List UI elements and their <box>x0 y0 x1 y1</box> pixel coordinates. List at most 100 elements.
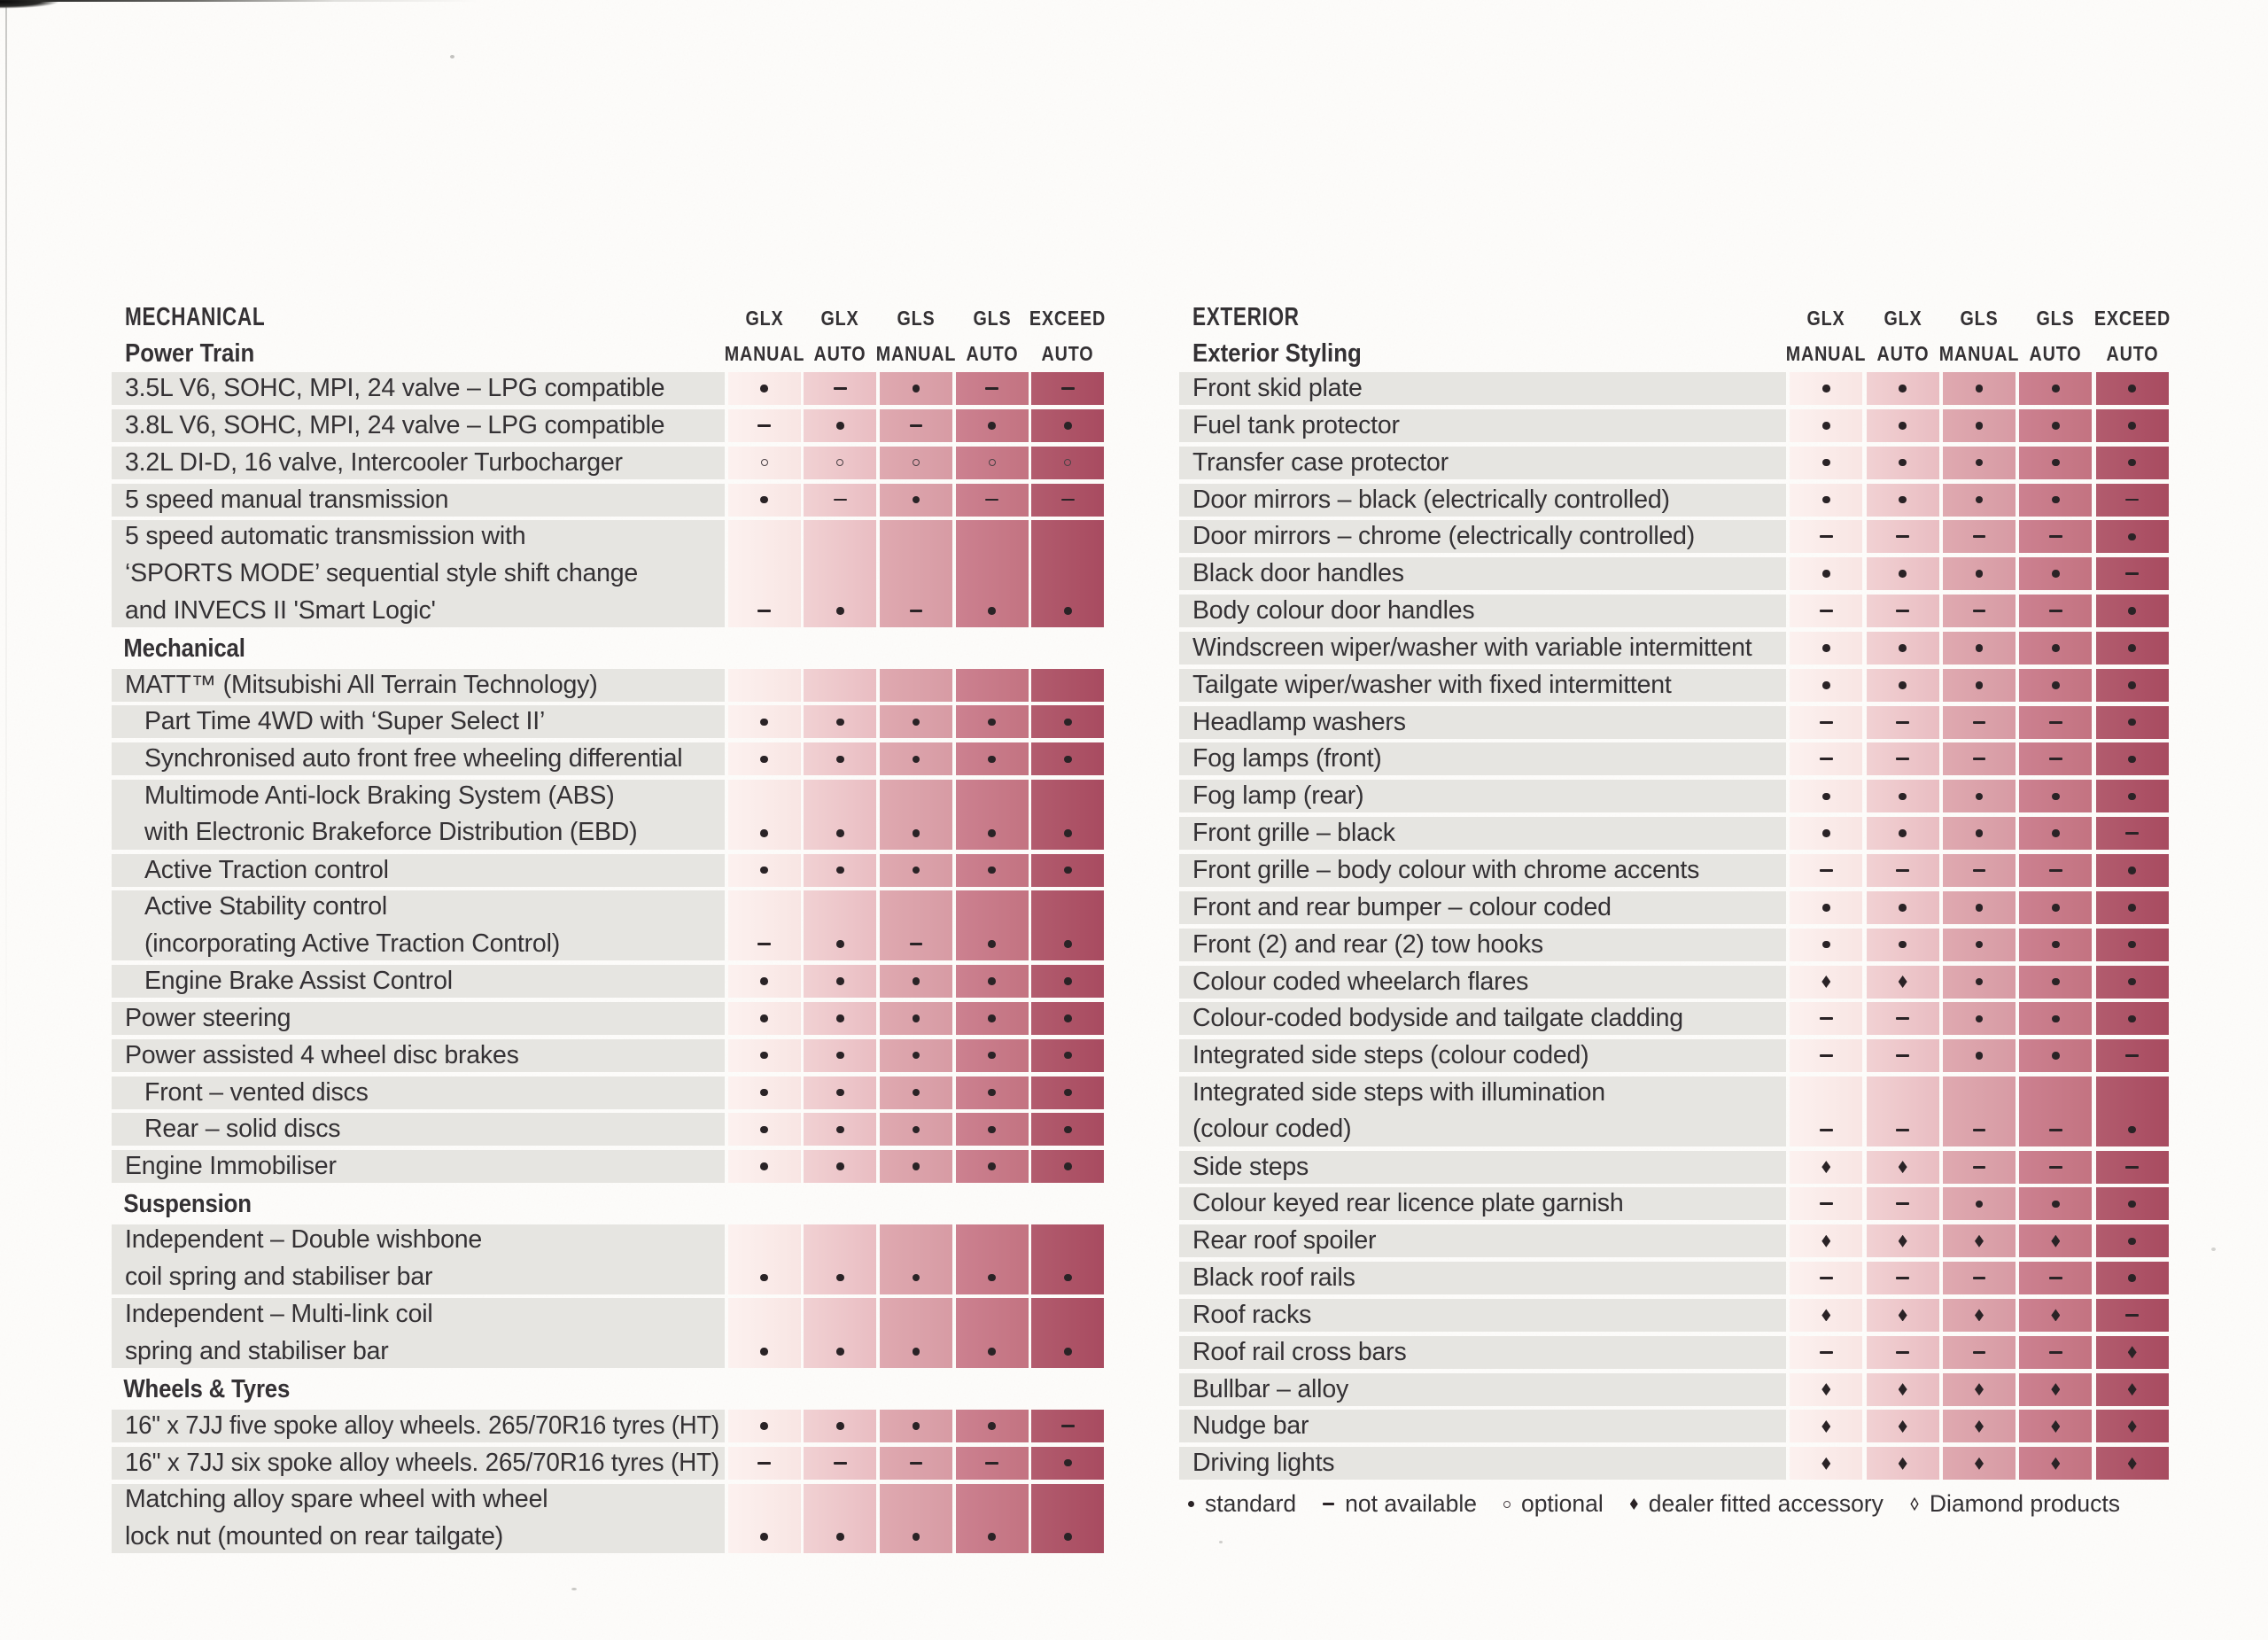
open-diamond-icon <box>1910 1497 1919 1511</box>
standard-dot-icon <box>912 385 920 393</box>
cell-glx-auto <box>1866 372 1939 405</box>
not-available-dash-icon <box>1820 1202 1833 1206</box>
not-available-dash-icon <box>1896 1017 1909 1021</box>
dealer-accessory-diamond-icon <box>1821 1383 1831 1396</box>
optional-circle-icon <box>912 459 920 467</box>
standard-dot-icon <box>988 1051 996 1060</box>
row-label-line: Tailgate wiper/washer with fixed intermi… <box>1192 669 1786 702</box>
table-row: Front and rear bumper – colour coded <box>1179 890 2169 924</box>
cell-exceed-auto <box>2095 631 2169 665</box>
table-row: Fog lamp (rear) <box>1179 780 2169 813</box>
row-label: 3.5L V6, SOHC, MPI, 24 valve – LPG compa… <box>112 372 725 405</box>
symbol-slot <box>988 742 996 775</box>
symbol-slot <box>760 817 768 850</box>
symbol-slot <box>912 1039 920 1072</box>
standard-dot-icon <box>1064 1125 1072 1134</box>
column-header-line1: GLS <box>897 306 936 330</box>
cell-gls-manual <box>1942 520 2016 554</box>
cell-glx-auto <box>1866 1262 1939 1295</box>
symbol-slot <box>1899 669 1907 702</box>
standard-dot-icon <box>2052 940 2060 949</box>
row-cells <box>725 890 1105 961</box>
cell-glx-manual <box>1790 1039 1863 1073</box>
table-row: 3.8L V6, SOHC, MPI, 24 valve – LPG compa… <box>112 408 1105 442</box>
cell-exceed-auto <box>1031 1113 1105 1146</box>
optional-circle-icon <box>988 459 996 467</box>
symbol-slot <box>1898 1373 1907 1406</box>
symbol-slot <box>1972 1262 1986 1294</box>
standard-dot-icon <box>988 755 996 763</box>
legend: standard not available optional dealer fitt… <box>1188 1490 2147 1518</box>
symbol-slot <box>1975 632 1984 665</box>
standard-dot-icon <box>2128 458 2136 467</box>
column-header-line1: GLS <box>2036 306 2075 330</box>
cell-gls-auto <box>955 1224 1029 1294</box>
symbol-slot <box>836 965 844 998</box>
standard-dot-icon <box>760 1533 768 1541</box>
standard-dot-icon <box>1822 792 1830 801</box>
row-cells <box>1786 1298 2169 1332</box>
table-row: Multimode Anti-lock Braking System (ABS)… <box>112 780 1105 850</box>
standard-dot-icon <box>760 495 768 504</box>
symbol-slot <box>2127 1410 2137 1442</box>
row-label-text: spring and stabiliser bar <box>125 1336 389 1365</box>
cell-exceed-auto <box>1031 742 1105 776</box>
symbol-slot <box>2125 1299 2139 1332</box>
cell-gls-auto <box>2019 1262 2093 1295</box>
row-label-line: Roof rail cross bars <box>1192 1336 1786 1369</box>
cell-glx-auto <box>1866 1447 1939 1481</box>
table-row: Roof racks <box>1179 1298 2169 1332</box>
symbol-slot <box>1972 742 1986 775</box>
symbol-slot <box>1064 1335 1072 1368</box>
standard-dot-icon <box>836 1014 844 1022</box>
symbol-slot <box>1975 372 1984 405</box>
row-cells <box>1786 965 2169 999</box>
row-label: Independent – Multi-link coil spring and … <box>112 1298 725 1369</box>
not-available-dash-icon <box>1896 1350 1909 1354</box>
symbol-slot <box>1822 409 1830 442</box>
row-label-line: Fog lamps (front) <box>1192 742 1786 775</box>
dealer-accessory-diamond-icon <box>1898 1419 1907 1433</box>
symbol-slot <box>2051 1447 2061 1480</box>
symbol-slot <box>1975 409 1984 442</box>
standard-dot-icon <box>1899 792 1907 801</box>
row-label-text: Colour keyed rear licence plate garnish <box>1192 1189 1624 1218</box>
standard-dot-icon <box>1064 1273 1072 1282</box>
row-cells <box>1786 631 2169 665</box>
cell-glx-auto <box>804 742 877 776</box>
column-header-line1: EXCEED <box>1029 306 1107 330</box>
standard-dot-icon <box>1064 1458 1072 1467</box>
standard-dot-icon <box>2128 977 2136 986</box>
column-header-line1: GLS <box>1960 306 1999 330</box>
symbol-slot <box>1975 557 1984 590</box>
symbol-slot <box>760 854 768 887</box>
cell-glx-auto <box>1866 595 1939 628</box>
table-row: Driving lights <box>1179 1447 2169 1481</box>
row-label-text: Driving lights <box>1192 1449 1335 1478</box>
cell-gls-manual <box>1942 1372 2016 1406</box>
row-cells <box>725 446 1105 479</box>
symbol-slot <box>2127 1447 2137 1480</box>
cell-gls-manual <box>1942 853 2016 887</box>
row-label: Fog lamps (front) <box>1179 742 1786 776</box>
cell-exceed-auto <box>1031 408 1105 442</box>
row-label: Integrated side steps with illumination (… <box>1179 1076 1786 1146</box>
standard-dot-icon <box>1064 1533 1072 1541</box>
not-available-dash-icon <box>985 387 998 390</box>
not-available-dash-icon <box>757 1461 771 1465</box>
cell-gls-auto <box>2019 1076 2093 1146</box>
cell-glx-auto <box>1866 520 1939 554</box>
cell-glx-manual <box>727 1001 801 1035</box>
row-cells <box>1786 817 2169 851</box>
row-label: Nudge bar <box>1179 1410 1786 1443</box>
not-available-dash-icon <box>1820 535 1833 539</box>
standard-dot-icon <box>988 1014 996 1022</box>
cell-exceed-auto <box>1031 1409 1105 1442</box>
symbol-slot <box>1896 1039 1909 1072</box>
table-row: Colour keyed rear licence plate garnish <box>1179 1187 2169 1221</box>
standard-dot-icon <box>912 1533 920 1541</box>
symbol-slot <box>912 1335 920 1368</box>
symbol-slot <box>912 1410 920 1442</box>
row-label-line: Rear roof spoiler <box>1192 1224 1786 1257</box>
row-label: Active Traction control <box>112 853 725 887</box>
